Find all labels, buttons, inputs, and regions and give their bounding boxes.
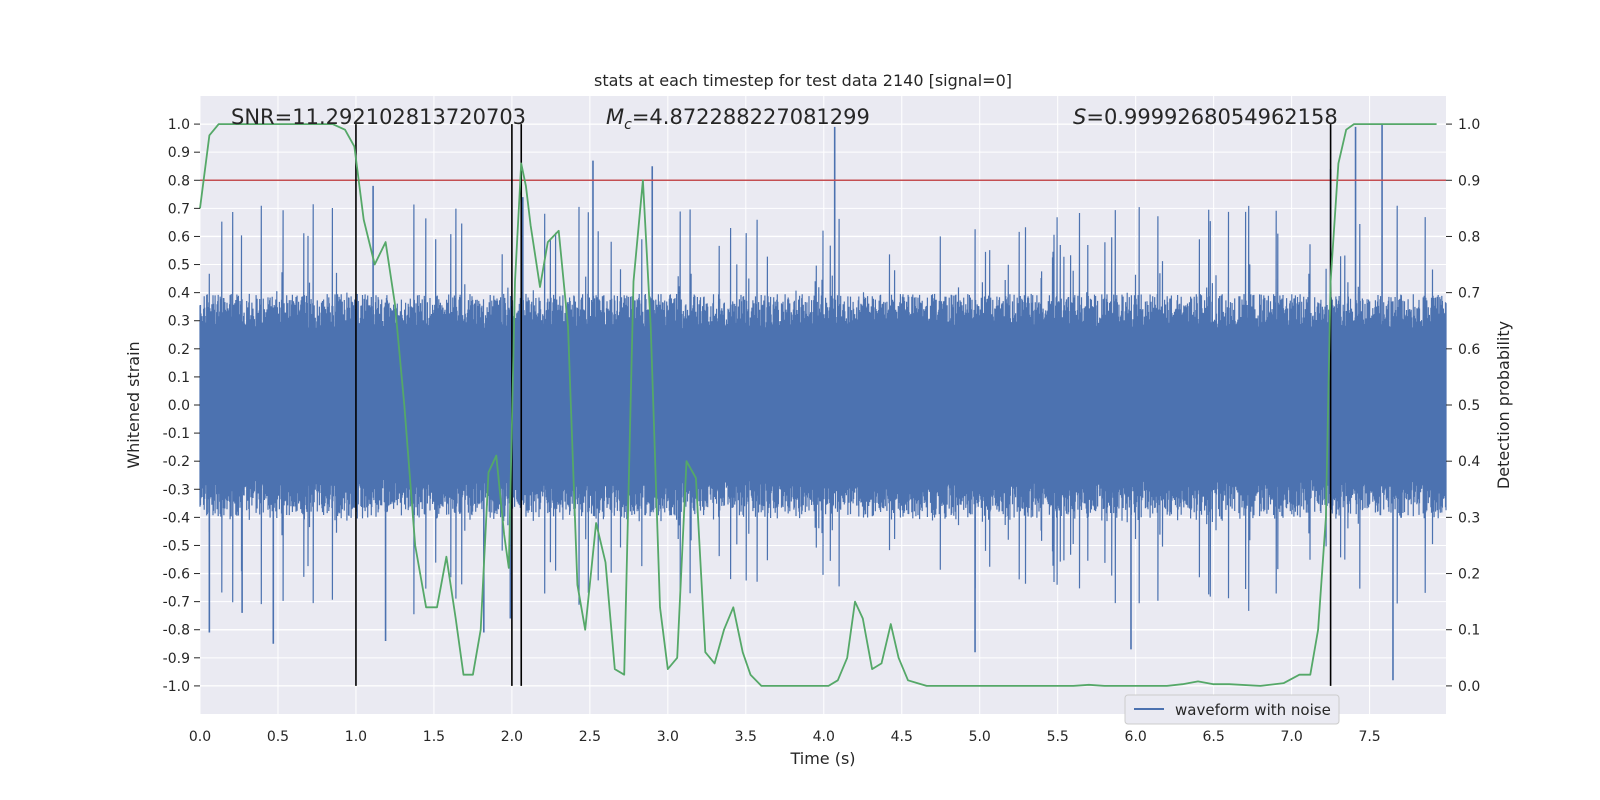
s-annotation: S=0.9999268054962158 [1073, 105, 1338, 129]
x-tick-label-8: 4.0 [813, 729, 835, 745]
s-value: =0.9999268054962158 [1086, 105, 1337, 129]
y-right-tick-label-8: 0.2 [1458, 567, 1480, 583]
probability-series [199, 123, 1437, 687]
mc-value: =4.872288227081299 [632, 105, 870, 129]
x-tick-label-0: 0.0 [189, 729, 211, 745]
s-symbol: S [1073, 105, 1086, 129]
y-axis-label-left: Whitened strain [124, 341, 143, 468]
y-left-tick-label-9: 0.1 [168, 370, 190, 386]
y-left-tick-label-13: -0.3 [163, 482, 190, 498]
y-axis-right: 1.0 0.9 0.8 0.7 0.6 0.5 0.4 0.3 0.2 0.1 0.0 [1446, 117, 1480, 695]
y-axis-left: 1.0 0.9 0.8 0.7 0.6 0.5 0.4 0.3 0.2 0.1 0.0 -0.1 -0.… [163, 117, 200, 695]
x-tick-label-11: 5.5 [1047, 729, 1069, 745]
y-left-tick-label-3: 0.7 [168, 201, 190, 217]
y-left-tick-label-0: 1.0 [168, 117, 190, 133]
x-tick-label-10: 5.0 [969, 729, 991, 745]
x-tick-label-7: 3.5 [735, 729, 757, 745]
y-right-tick-label-7: 0.3 [1458, 510, 1480, 526]
waveform-line [199, 204, 1447, 615]
x-tick-label-12: 6.0 [1125, 729, 1147, 745]
y-right-tick-label-0: 1.0 [1458, 117, 1480, 133]
y-left-tick-label-7: 0.3 [168, 314, 190, 330]
y-right-tick-label-1: 0.9 [1458, 173, 1480, 189]
chart-title: stats at each timestep for test data 214… [594, 71, 1012, 90]
mc-subscript: c [624, 117, 632, 133]
y-axis-label-right: Detection probability [1494, 321, 1513, 489]
x-tick-label-4: 2.0 [501, 729, 523, 745]
y-left-tick-label-20: -1.0 [163, 679, 190, 695]
x-tick-label-3: 1.5 [423, 729, 445, 745]
y-left-tick-label-18: -0.8 [163, 623, 190, 639]
x-tick-label-2: 1.0 [345, 729, 367, 745]
x-tick-label-13: 6.5 [1203, 729, 1225, 745]
y-left-tick-label-19: -0.9 [163, 651, 190, 667]
probability-line [199, 123, 1437, 687]
x-tick-label-6: 3.0 [657, 729, 679, 745]
y-left-tick-label-6: 0.4 [168, 286, 190, 302]
snr-annotation: SNR=11.292102813720703 [231, 105, 526, 129]
y-left-tick-label-16: -0.6 [163, 567, 190, 583]
y-right-tick-label-4: 0.6 [1458, 342, 1480, 358]
y-right-tick-label-6: 0.4 [1458, 454, 1480, 470]
y-left-tick-label-12: -0.2 [163, 454, 190, 470]
x-tick-label-15: 7.5 [1358, 729, 1380, 745]
x-tick-label-5: 2.5 [579, 729, 601, 745]
y-left-tick-label-1: 0.9 [168, 145, 190, 161]
legend-label: waveform with noise [1175, 701, 1331, 719]
annotations: SNR=11.292102813720703 Mc=4.872288227081… [231, 105, 1338, 133]
y-left-tick-label-17: -0.7 [163, 595, 190, 611]
y-left-tick-label-10: 0.0 [168, 398, 190, 414]
y-left-tick-label-14: -0.4 [163, 510, 190, 526]
x-tick-label-1: 0.5 [267, 729, 289, 745]
y-left-tick-label-2: 0.8 [168, 173, 190, 189]
mc-annotation: Mc=4.872288227081299 [606, 105, 870, 133]
y-right-tick-label-10: 0.0 [1458, 679, 1480, 695]
y-right-tick-label-5: 0.5 [1458, 398, 1480, 414]
mc-symbol: M [606, 105, 624, 129]
y-left-tick-label-5: 0.5 [168, 258, 190, 274]
y-left-tick-label-8: 0.2 [168, 342, 190, 358]
y-right-tick-label-9: 0.1 [1458, 623, 1480, 639]
x-tick-label-14: 7.0 [1280, 729, 1302, 745]
legend: waveform with noise [1124, 694, 1340, 725]
y-right-tick-label-2: 0.8 [1458, 229, 1480, 245]
x-tick-label-9: 4.5 [891, 729, 913, 745]
x-axis-label: Time (s) [789, 749, 855, 768]
legend-box [1124, 694, 1340, 725]
x-axis: 0.0 0.5 1.0 1.5 2.0 2.5 3.0 3.5 4.0 4.5 5.0 5.5 6.0 6… [189, 729, 1381, 745]
y-left-tick-label-4: 0.6 [168, 229, 190, 245]
y-left-tick-label-15: -0.5 [163, 538, 190, 554]
y-left-tick-label-11: -0.1 [163, 426, 190, 442]
y-right-tick-label-3: 0.7 [1458, 286, 1480, 302]
